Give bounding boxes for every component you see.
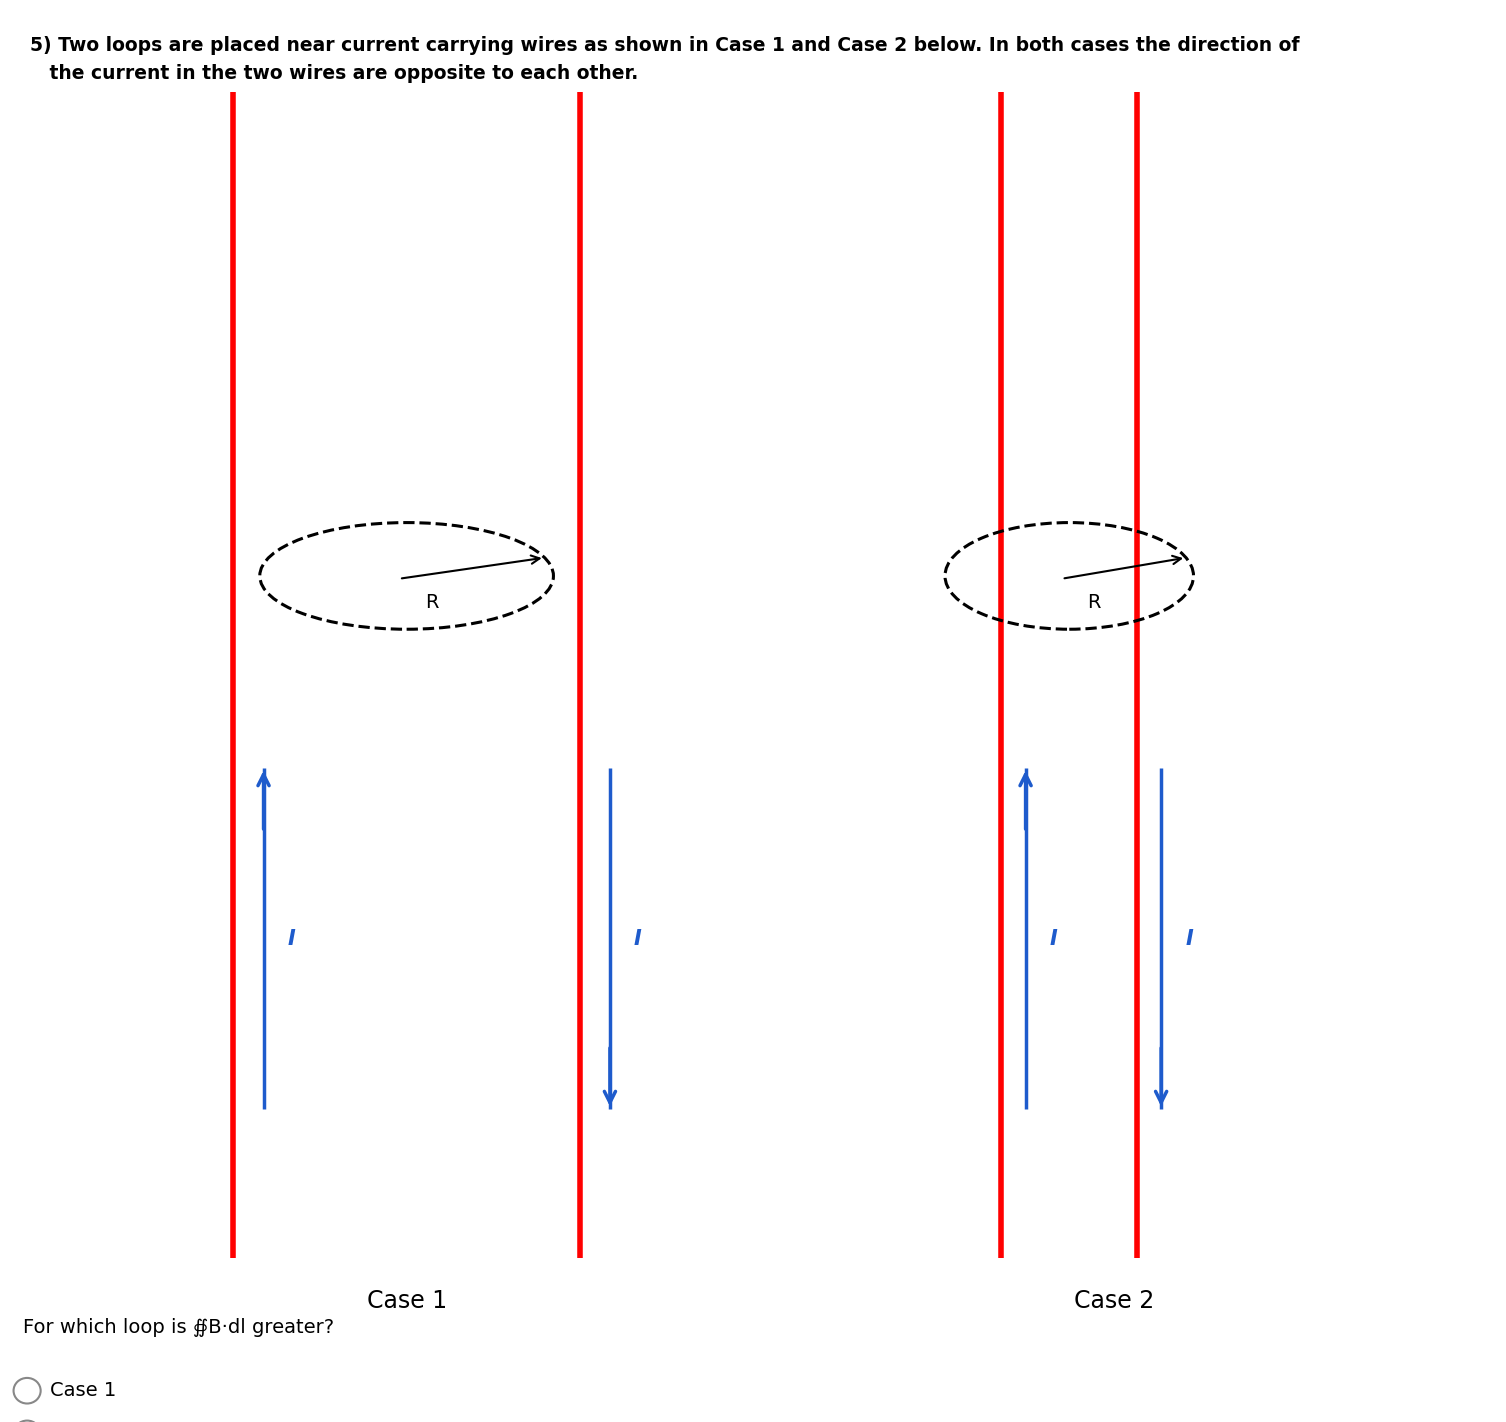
Text: Case 1: Case 1 bbox=[50, 1381, 116, 1401]
Text: Case 2: Case 2 bbox=[1074, 1290, 1155, 1313]
Text: I: I bbox=[1185, 929, 1193, 948]
Text: I: I bbox=[1050, 929, 1057, 948]
Text: I: I bbox=[288, 929, 295, 948]
Text: For which loop is ∯B·dl greater?: For which loop is ∯B·dl greater? bbox=[23, 1318, 334, 1337]
Text: the current in the two wires are opposite to each other.: the current in the two wires are opposit… bbox=[30, 64, 639, 82]
Text: R: R bbox=[1087, 593, 1101, 611]
Text: I: I bbox=[634, 929, 642, 948]
Text: 5) Two loops are placed near current carrying wires as shown in Case 1 and Case : 5) Two loops are placed near current car… bbox=[30, 36, 1300, 54]
Text: Case 1: Case 1 bbox=[366, 1290, 447, 1313]
Text: R: R bbox=[425, 593, 438, 611]
